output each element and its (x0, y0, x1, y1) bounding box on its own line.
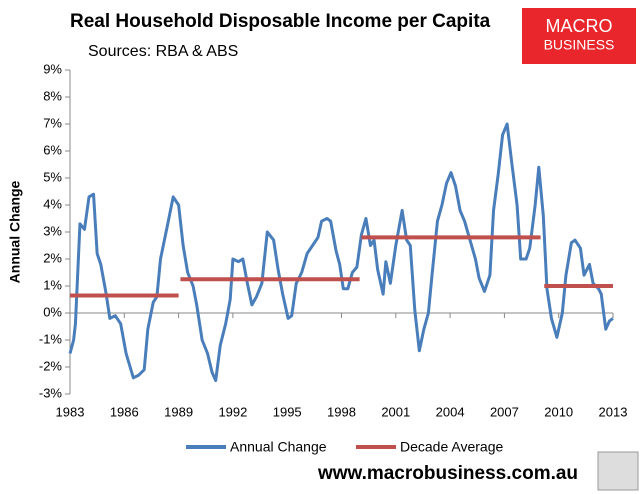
y-tick-label: -2% (39, 358, 63, 373)
logo-icon (597, 451, 639, 491)
series-line (68, 122, 614, 382)
y-tick-label: 4% (43, 196, 62, 211)
y-axis-label: Annual Change (7, 180, 23, 283)
y-tick-label: 0% (43, 304, 62, 319)
y-tick-label: -1% (39, 331, 63, 346)
legend-label: Annual Change (230, 439, 327, 455)
logo-text: MACRO (546, 16, 613, 36)
x-tick-label: 1995 (273, 404, 302, 419)
logo-box (522, 8, 636, 64)
y-tick-label: 8% (43, 88, 62, 103)
x-tick-label: 1986 (110, 404, 139, 419)
y-tick-label: 5% (43, 169, 62, 184)
legend-label: Decade Average (400, 439, 503, 455)
series-line (70, 235, 613, 298)
x-tick-label: 1983 (56, 404, 85, 419)
x-tick-label: 2007 (490, 404, 519, 419)
x-tick-label: 1992 (218, 404, 247, 419)
y-tick-label: -3% (39, 385, 63, 400)
x-tick-label: 1998 (327, 404, 356, 419)
logo-text: BUSINESS (544, 37, 615, 53)
footer: www.macrobusiness.com.au (317, 463, 578, 484)
y-tick-label: 7% (43, 115, 62, 130)
x-tick-label: 2013 (599, 404, 628, 419)
y-tick-label: 2% (43, 250, 62, 265)
x-tick-label: 2001 (381, 404, 410, 419)
chart-subtitle: Sources: RBA & ABS (88, 43, 238, 60)
y-tick-label: 3% (43, 223, 62, 238)
y-tick-label: 6% (43, 142, 62, 157)
x-tick-label: 2004 (436, 404, 465, 419)
x-tick-label: 2010 (544, 404, 573, 419)
y-tick-label: 1% (43, 277, 62, 292)
y-tick-label: 9% (43, 61, 62, 76)
x-tick-label: 1989 (164, 404, 193, 419)
chart-title: Real Household Disposable Income per Cap… (70, 11, 491, 32)
